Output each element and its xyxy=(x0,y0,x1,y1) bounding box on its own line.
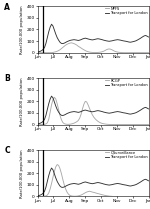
Transport for London xyxy=(148,108,149,110)
Y-axis label: Rate/100,000 population: Rate/100,000 population xyxy=(20,149,24,198)
RCGP xyxy=(104,123,106,125)
Transport for London xyxy=(110,112,111,114)
Transport for London xyxy=(114,111,116,113)
Transport for London xyxy=(136,39,138,41)
RCGP xyxy=(148,123,149,126)
Y-axis label: Rate/100,000 population: Rate/100,000 population xyxy=(20,77,24,126)
Transport for London xyxy=(37,123,38,125)
Text: A: A xyxy=(4,3,10,11)
Line: QSurveillance: QSurveillance xyxy=(38,164,148,196)
Line: Transport for London: Transport for London xyxy=(38,96,148,124)
RCGP xyxy=(105,123,107,125)
Transport for London xyxy=(148,180,149,182)
Line: NPFS: NPFS xyxy=(38,43,148,53)
QSurveillance xyxy=(104,194,106,197)
QSurveillance xyxy=(105,194,107,197)
Transport for London xyxy=(110,40,111,42)
NPFS xyxy=(110,48,111,50)
NPFS xyxy=(114,50,116,52)
Transport for London xyxy=(104,39,106,42)
Transport for London xyxy=(51,23,52,25)
QSurveillance xyxy=(110,195,111,198)
Transport for London xyxy=(148,36,149,38)
NPFS xyxy=(105,48,107,51)
Transport for London xyxy=(105,40,107,42)
Transport for London xyxy=(104,183,106,186)
QSurveillance xyxy=(37,195,38,198)
Line: Transport for London: Transport for London xyxy=(38,168,148,196)
Transport for London xyxy=(87,182,89,184)
QSurveillance xyxy=(56,163,58,166)
RCGP xyxy=(114,123,116,126)
QSurveillance xyxy=(148,195,149,198)
Transport for London xyxy=(51,95,52,97)
Y-axis label: Rate/100,000 population: Rate/100,000 population xyxy=(20,5,24,54)
Line: Transport for London: Transport for London xyxy=(38,24,148,52)
Transport for London xyxy=(37,51,38,53)
Transport for London xyxy=(87,38,89,40)
Transport for London xyxy=(114,39,116,41)
Legend: NPFS, Transport for London: NPFS, Transport for London xyxy=(105,7,148,15)
Transport for London xyxy=(136,183,138,185)
QSurveillance xyxy=(136,195,138,198)
Transport for London xyxy=(114,183,116,185)
RCGP xyxy=(110,123,111,126)
NPFS xyxy=(148,51,149,54)
Transport for London xyxy=(87,110,89,112)
Transport for London xyxy=(51,167,52,169)
Transport for London xyxy=(105,183,107,186)
NPFS xyxy=(104,49,106,52)
Legend: QSurveillance, Transport for London: QSurveillance, Transport for London xyxy=(105,150,148,159)
RCGP xyxy=(87,104,89,106)
Transport for London xyxy=(136,111,138,113)
Transport for London xyxy=(37,195,38,197)
Legend: RCGP, Transport for London: RCGP, Transport for London xyxy=(105,79,148,87)
RCGP xyxy=(53,96,55,99)
RCGP xyxy=(136,123,138,126)
Transport for London xyxy=(105,111,107,114)
NPFS xyxy=(87,51,89,53)
RCGP xyxy=(37,123,38,126)
Line: RCGP: RCGP xyxy=(38,97,148,125)
NPFS xyxy=(136,51,138,54)
Text: B: B xyxy=(4,74,10,83)
NPFS xyxy=(37,51,38,54)
Transport for London xyxy=(104,111,106,114)
QSurveillance xyxy=(114,195,116,198)
Text: C: C xyxy=(4,146,10,155)
QSurveillance xyxy=(87,190,89,193)
NPFS xyxy=(70,42,72,44)
Transport for London xyxy=(110,184,111,186)
